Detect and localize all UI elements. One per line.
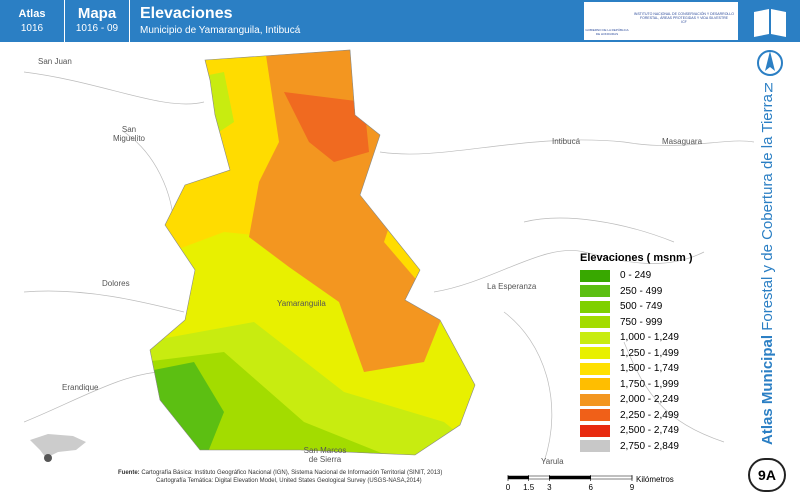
scale-tick-label: 1.5 [523, 483, 535, 492]
series-title: Atlas Municipal Forestal y de Cobertura … [759, 94, 776, 445]
source-line: Cartografía Temática: Digital Elevation … [156, 478, 422, 484]
legend-swatch [580, 300, 610, 313]
legend-label: 2,750 - 2,849 [620, 440, 679, 452]
legend-item: 1,750 - 1,999 [580, 377, 693, 393]
series-title-rest: Forestal y de Cobertura de la Tierra [759, 94, 776, 331]
logo-icf-short: ICF [681, 20, 687, 24]
place-label: Dolores [102, 279, 130, 288]
place-label: Yarula [541, 457, 564, 466]
legend-swatch [580, 378, 610, 391]
legend-label: 1,250 - 1,499 [620, 347, 679, 359]
legend-label: 0 - 249 [620, 270, 652, 282]
logo-icf-name: INSTITUTO NACIONAL DE CONSERVACIÓN Y DES… [633, 12, 735, 20]
elevation-raster [150, 50, 475, 455]
source-line: Cartografía Básica: Instituto Geográfico… [141, 470, 443, 476]
legend-label: 2,000 - 2,249 [620, 394, 679, 406]
legend-label: 2,250 - 2,499 [620, 409, 679, 421]
legend-item: 1,250 - 1,499 [580, 346, 693, 362]
logo-gov: GOBIERNO DE LA REPÚBLICA DE HONDURAS [585, 28, 629, 36]
scale-tick-label: 9 [630, 483, 635, 492]
legend-label: 250 - 499 [620, 285, 663, 297]
map-box: Mapa 1016 - 09 [65, 0, 130, 42]
source: Fuente: Cartografía Básica: Instituto Ge… [118, 469, 442, 485]
municipality-outline [149, 49, 476, 456]
series-title-bold: Atlas Municipal [759, 334, 776, 445]
place-label: Intibucá [552, 137, 581, 146]
legend-label: 2,500 - 2,749 [620, 425, 679, 437]
legend-label: 1,750 - 1,999 [620, 378, 679, 390]
locator-map [30, 434, 86, 462]
legend-item: 1,000 - 1,249 [580, 330, 693, 346]
legend-item: 2,250 - 2,499 [580, 408, 693, 424]
legend-swatch [580, 316, 610, 329]
legend-label: 1,000 - 1,249 [620, 332, 679, 344]
place-label: Masaguara [662, 137, 703, 146]
sheet-badge: 9A [748, 458, 786, 492]
scale-segment [549, 475, 591, 480]
legend-swatch [580, 393, 610, 406]
legend-item: 1,500 - 1,749 [580, 361, 693, 377]
scale-tick-label: 6 [588, 483, 593, 492]
place-label: San Marcos de Sierra [303, 446, 347, 464]
place-label: Erandique [62, 383, 99, 392]
roads [24, 71, 754, 462]
north-label: N [764, 80, 774, 95]
scale-segment [528, 475, 550, 480]
legend-swatch [580, 331, 610, 344]
atlas-label: Atlas [18, 8, 46, 20]
place-label: La Esperanza [487, 282, 537, 291]
place-label: Yamaranguila [277, 299, 326, 308]
legend-label: 500 - 749 [620, 301, 663, 313]
legend: Elevaciones ( msnm ) 0 - 249 250 - 499 500… [580, 252, 693, 454]
scale-unit: Kilómetros [636, 475, 674, 484]
map-label: Mapa [77, 5, 117, 22]
place-label: San Miguelito [112, 125, 145, 143]
legend-item: 750 - 999 [580, 315, 693, 331]
legend-item: 0 - 249 [580, 268, 693, 284]
scale-segment [590, 475, 633, 480]
scale-tick-label: 0 [506, 483, 511, 492]
legend-title: Elevaciones ( msnm ) [580, 252, 693, 264]
legend-swatch [580, 347, 610, 360]
title: Elevaciones [140, 5, 233, 22]
source-label: Fuente: [118, 470, 140, 476]
book-icon [754, 9, 786, 37]
atlas-box: Atlas 1016 [0, 0, 65, 42]
legend-item: 2,500 - 2,749 [580, 423, 693, 439]
place-label: San Juan [38, 57, 72, 66]
legend-swatch [580, 424, 610, 437]
logo-icf: INSTITUTO NACIONAL DE CONSERVACIÓN Y DES… [630, 2, 738, 40]
subtitle: Municipio de Yamaranguila, Intibucá [140, 25, 301, 36]
atlas-number: 1016 [20, 23, 44, 34]
legend-label: 750 - 999 [620, 316, 663, 328]
map [24, 49, 754, 462]
legend-swatch [580, 269, 610, 282]
legend-label: 1,500 - 1,749 [620, 363, 679, 375]
legend-swatch [580, 440, 610, 453]
legend-swatch [580, 285, 610, 298]
legend-item: 2,000 - 2,249 [580, 392, 693, 408]
scale-segment [507, 475, 529, 480]
logos: GOBIERNO DE LA REPÚBLICA DE HONDURAS INS… [584, 2, 738, 40]
north-arrow [757, 50, 783, 76]
legend-swatch [580, 409, 610, 422]
map-number: 1016 - 09 [75, 23, 119, 34]
scale-tick-label: 3 [547, 483, 552, 492]
legend-swatch [580, 362, 610, 375]
legend-item: 2,750 - 2,849 [580, 439, 693, 455]
legend-item: 500 - 749 [580, 299, 693, 315]
legend-item: 250 - 499 [580, 284, 693, 300]
